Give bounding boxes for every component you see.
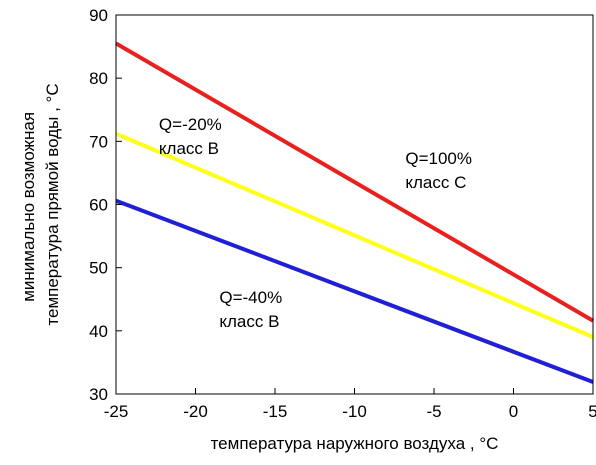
series-line-1 bbox=[114, 41, 595, 323]
y-tick-label: 30 bbox=[89, 385, 108, 404]
annotations: Q=-20% класс B Q=100% класс C Q=-40% класс B bbox=[159, 115, 472, 331]
y-axis-title-line-1: минимально возможная bbox=[19, 112, 38, 302]
annotation-line: класс B bbox=[159, 139, 219, 158]
x-tick-label: -25 bbox=[104, 402, 129, 421]
y-tick-label: 60 bbox=[89, 196, 108, 215]
series-layer bbox=[114, 41, 595, 384]
annotation-line: класс B bbox=[219, 312, 279, 331]
annotation-line: Q=-20% bbox=[159, 115, 222, 134]
y-tick-label: 90 bbox=[89, 6, 108, 25]
x-tick-label: 0 bbox=[509, 402, 518, 421]
series-line-3 bbox=[115, 198, 594, 384]
y-axis-title-line-2: температура прямой воды , °C bbox=[43, 83, 62, 325]
annotation-line: Q=-40% bbox=[219, 288, 282, 307]
y-tick-label: 50 bbox=[89, 259, 108, 278]
ticks-layer: -25 -20 -15 -10 -5 0 5 30 40 50 60 70 80 90 bbox=[89, 6, 596, 421]
annotation-line: Q=100% bbox=[405, 149, 472, 168]
y-axis-title: минимально возможная температура прямой … bbox=[19, 83, 62, 325]
x-tick-label: 5 bbox=[588, 402, 596, 421]
y-tick-label: 40 bbox=[89, 322, 108, 341]
series-line-2 bbox=[115, 131, 594, 339]
x-tick-label: -15 bbox=[263, 402, 288, 421]
x-tick-label: -5 bbox=[426, 402, 441, 421]
x-tick-label: -20 bbox=[183, 402, 208, 421]
annotation-line: класс C bbox=[405, 173, 466, 192]
x-tick-label: -10 bbox=[342, 402, 367, 421]
annotation-2: Q=100% класс C bbox=[405, 149, 472, 192]
plot-frame bbox=[115, 14, 594, 395]
x-axis-title: температура наружного воздуха , °C bbox=[211, 434, 499, 453]
y-tick-label: 80 bbox=[89, 69, 108, 88]
y-tick-label: 70 bbox=[89, 132, 108, 151]
annotation-3: Q=-40% класс B bbox=[219, 288, 282, 331]
annotation-1: Q=-20% класс B bbox=[159, 115, 222, 158]
